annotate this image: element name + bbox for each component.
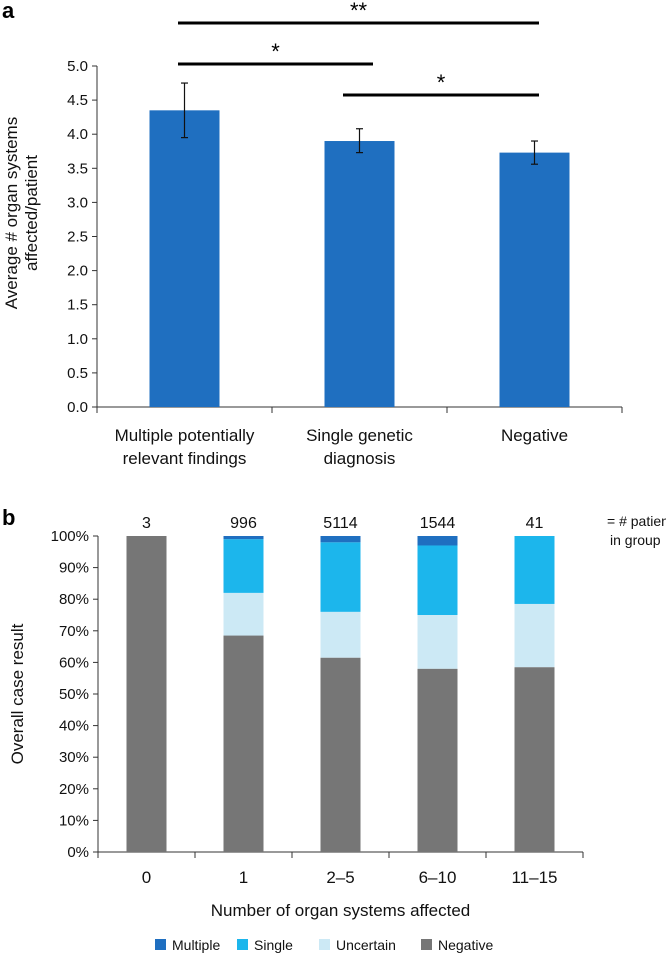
b-y-axis-title: Overall case result [8,623,27,764]
a-bar [499,152,570,407]
panel-a-chart: 0.0 0.5 1.0 1.5 2.0 2.5 3.0 3.5 4.0 4.5 5.0 Multipl… [2,0,623,468]
a-x-tick-label: Multiple potentially relevant findings [115,426,255,468]
a-y-tick-label: 0.0 [67,399,88,416]
b-group-count: 996 [230,515,257,532]
a-x-tick-label: Single genetic diagnosis [306,426,413,468]
a-bar [324,141,395,407]
b-bar-segment-negative [320,657,361,852]
a-y-tick-label: 1.5 [67,297,88,314]
b-y-tick-label: 100% [51,528,89,545]
legend-label-multiple: Multiple [172,937,220,953]
b-bar-segment-multiple [417,536,458,546]
a-y-axis-title: Average # organ systemsaffected/patient [2,117,41,309]
b-y-tick-label: 60% [59,654,89,671]
a-significance-label: * [437,70,446,95]
b-x-tick-label: 0 [142,868,151,887]
b-x-tick-label: 6–10 [419,868,457,887]
legend-swatch-single [237,939,248,950]
b-bar-segment-single [320,542,361,612]
b-bar-segment-uncertain [320,611,361,658]
b-group-count: 3 [142,515,151,532]
legend-label-single: Single [254,937,293,953]
b-bar-segment-negative [223,635,264,852]
a-y-tick-label: 3.5 [67,160,88,177]
a-y-tick-label: 1.0 [67,331,88,348]
b-bar-segment-uncertain [417,615,458,669]
b-y-tick-label: 40% [59,718,89,735]
b-x-tick-label: 2–5 [326,868,354,887]
legend: Multiple Single Uncertain Negative [155,937,493,953]
a-y-tick-label: 3.0 [67,194,88,211]
panel-b-label: b [2,505,15,530]
b-y-tick-label: 10% [59,812,89,829]
panel-b-chart: 0% 10% 20% 30% 40% 50% 60% 70% 80% 90% 100% 0 1 2–5 6–… [8,513,666,920]
b-y-tick-label: 90% [59,560,89,577]
b-bar-segment-uncertain [223,592,264,636]
legend-swatch-uncertain [319,939,330,950]
b-y-tick-label: 20% [59,781,89,798]
b-y-tick-label: 0% [67,844,89,861]
b-bar-segment-negative [514,667,555,852]
legend-label-uncertain: Uncertain [336,937,396,953]
b-y-tick-label: 70% [59,623,89,640]
b-group-count: 1544 [420,515,456,532]
b-bar-segment-multiple [320,536,361,543]
legend-label-negative: Negative [438,937,493,953]
b-x-axis-title: Number of organ systems affected [211,901,471,920]
panel-a-label: a [2,0,15,23]
a-y-tick-label: 2.5 [67,229,88,246]
b-bar-segment-uncertain [514,603,555,668]
b-bar-segment-negative [417,668,458,852]
a-y-tick-label: 4.5 [67,92,88,109]
a-y-tick-label: 4.0 [67,126,88,143]
legend-swatch-negative [421,939,432,950]
b-group-count: 41 [526,515,544,532]
b-y-tick-label: 30% [59,749,89,766]
b-bar-segment-negative [126,536,167,852]
b-group-count: 5114 [323,515,358,532]
a-significance-label: ** [350,0,368,23]
a-y-tick-label: 0.5 [67,365,88,382]
legend-swatch-multiple [155,939,166,950]
a-y-tick-label: 2.0 [67,263,88,280]
b-y-tick-label: 50% [59,686,89,703]
b-count-note: = # patientsin group [607,513,666,548]
a-x-tick-label: Negative [501,426,568,445]
a-bar [149,110,220,407]
b-bar-segment-single [417,545,458,615]
a-y-tick-label: 5.0 [67,58,88,75]
b-x-tick-label: 11–15 [511,868,557,887]
b-x-tick-label: 1 [239,868,248,887]
b-bar-segment-single [514,536,555,604]
b-y-tick-label: 80% [59,591,89,608]
a-significance-label: * [271,39,280,64]
b-bar-segment-single [223,539,264,593]
b-bar-segment-multiple [223,536,264,540]
